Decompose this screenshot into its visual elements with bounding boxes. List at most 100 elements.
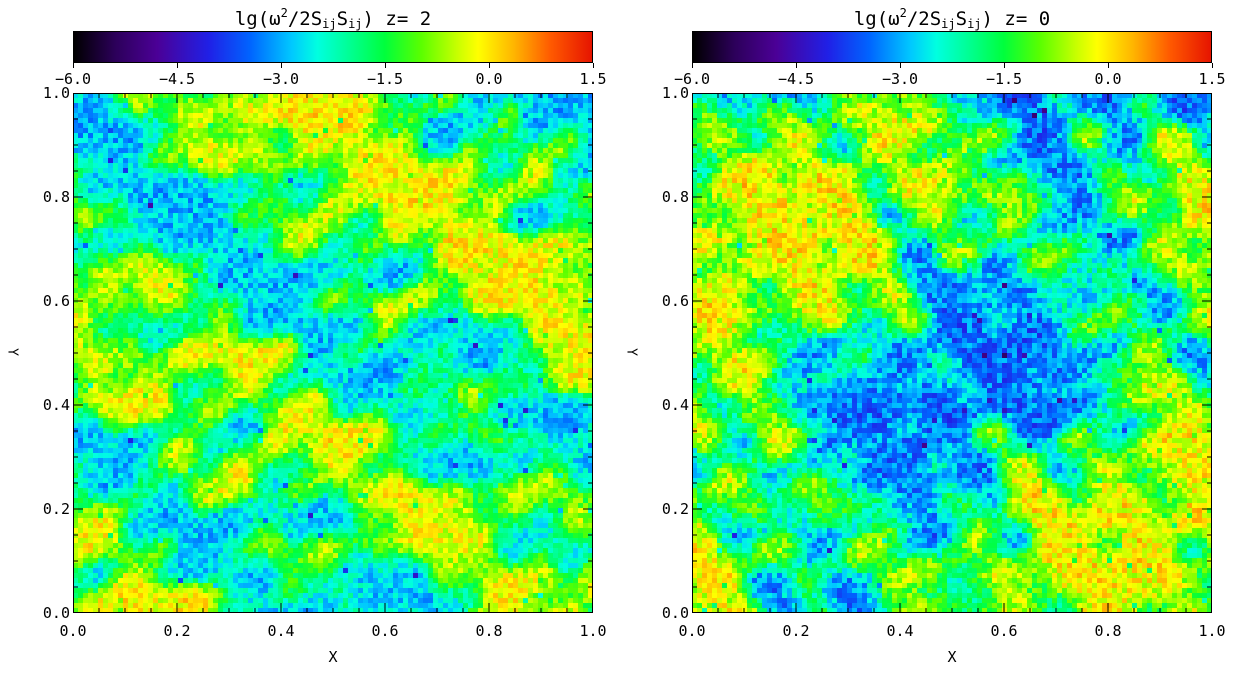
heatmap-cell — [403, 173, 409, 179]
heatmap-cell — [528, 228, 534, 234]
heatmap-cell — [133, 128, 139, 134]
heatmap-cell — [448, 178, 454, 184]
heatmap-cell — [198, 278, 204, 284]
heatmap-cell — [433, 278, 439, 284]
heatmap-cell — [488, 328, 494, 334]
heatmap-cell — [313, 273, 319, 279]
heatmap-cell — [403, 198, 409, 204]
heatmap-cell — [298, 183, 304, 189]
heatmap-cell — [353, 268, 359, 274]
heatmap-cell — [463, 163, 469, 169]
heatmap-cell — [328, 283, 334, 289]
heatmap-cell — [258, 328, 264, 334]
heatmap-cell — [443, 288, 449, 294]
heatmap-cell — [148, 318, 154, 324]
heatmap-cell — [213, 268, 219, 274]
heatmap-cell — [373, 238, 379, 244]
heatmap-cell — [93, 173, 99, 179]
heatmap-cell — [458, 233, 464, 239]
heatmap-cell — [453, 223, 459, 229]
heatmap-cell — [563, 243, 569, 249]
heatmap-cell — [373, 213, 379, 219]
heatmap-cell — [533, 208, 539, 214]
heatmap-cell — [153, 273, 159, 279]
heatmap-cell — [463, 218, 469, 224]
heatmap-cell — [568, 98, 574, 104]
heatmap-cell — [393, 148, 399, 154]
heatmap-cell — [318, 103, 324, 109]
heatmap-cell — [128, 158, 134, 164]
heatmap-cell — [323, 303, 329, 309]
heatmap-cell — [263, 108, 269, 114]
heatmap-cell — [578, 168, 584, 174]
heatmap-cell — [378, 328, 384, 334]
heatmap-cell — [258, 128, 264, 134]
heatmap-cell — [138, 303, 144, 309]
heatmap-cell — [583, 308, 589, 314]
heatmap-cell — [108, 328, 114, 334]
heatmap-cell — [333, 128, 339, 134]
heatmap-cell — [323, 203, 329, 209]
heatmap-cell — [223, 168, 229, 174]
heatmap-cell — [243, 318, 249, 324]
heatmap-cell — [73, 238, 79, 244]
heatmap-cell — [363, 113, 369, 119]
heatmap-cell — [398, 118, 404, 124]
heatmap-cell — [533, 248, 539, 254]
heatmap-cell — [188, 208, 194, 214]
heatmap-cell — [378, 238, 384, 244]
heatmap-cell — [113, 133, 119, 139]
heatmap-cell — [508, 253, 514, 259]
heatmap-cell — [443, 138, 449, 144]
heatmap-cell — [173, 223, 179, 229]
heatmap-cell — [433, 173, 439, 179]
heatmap-cell — [238, 273, 244, 279]
heatmap-cell — [148, 268, 154, 274]
heatmap-cell — [578, 208, 584, 214]
heatmap-cell — [93, 328, 99, 334]
heatmap-cell — [508, 238, 514, 244]
heatmap-cell — [273, 208, 279, 214]
heatmap-cell — [118, 283, 124, 289]
heatmap-cell — [513, 98, 519, 104]
heatmap-cell — [253, 248, 259, 254]
heatmap-cell — [198, 143, 204, 149]
heatmap-cell — [78, 203, 84, 209]
heatmap-cell — [133, 258, 139, 264]
heatmap-cell — [393, 168, 399, 174]
heatmap-cell — [183, 123, 189, 129]
heatmap-cell — [553, 218, 559, 224]
heatmap-cell — [258, 263, 264, 269]
heatmap-cell — [553, 258, 559, 264]
heatmap-cell — [298, 273, 304, 279]
heatmap-cell — [128, 293, 134, 299]
heatmap-cell — [353, 258, 359, 264]
heatmap-cell — [528, 293, 534, 299]
heatmap-cell — [328, 293, 334, 299]
heatmap-cell — [83, 323, 89, 329]
heatmap-cell — [213, 283, 219, 289]
heatmap-cell — [188, 213, 194, 219]
heatmap-cell — [193, 313, 199, 319]
heatmap-cell — [358, 123, 364, 129]
heatmap-cell — [378, 133, 384, 139]
heatmap-cell — [233, 243, 239, 249]
heatmap-cell — [418, 233, 424, 239]
heatmap-cell — [203, 98, 209, 104]
heatmap-cell — [368, 148, 374, 154]
heatmap-cell — [88, 93, 94, 99]
heatmap-cell — [73, 138, 79, 144]
heatmap-cell — [88, 313, 94, 319]
heatmap-cell — [473, 258, 479, 264]
heatmap-cell — [473, 153, 479, 159]
heatmap-cell — [288, 213, 294, 219]
heatmap-cell — [478, 303, 484, 309]
heatmap-cell — [193, 173, 199, 179]
heatmap-cell — [153, 98, 159, 104]
heatmap-cell — [533, 198, 539, 204]
heatmap-cell — [283, 138, 289, 144]
heatmap-cell — [158, 243, 164, 249]
heatmap-cell — [538, 173, 544, 179]
heatmap-cell — [383, 128, 389, 134]
heatmap-cell — [583, 93, 589, 99]
